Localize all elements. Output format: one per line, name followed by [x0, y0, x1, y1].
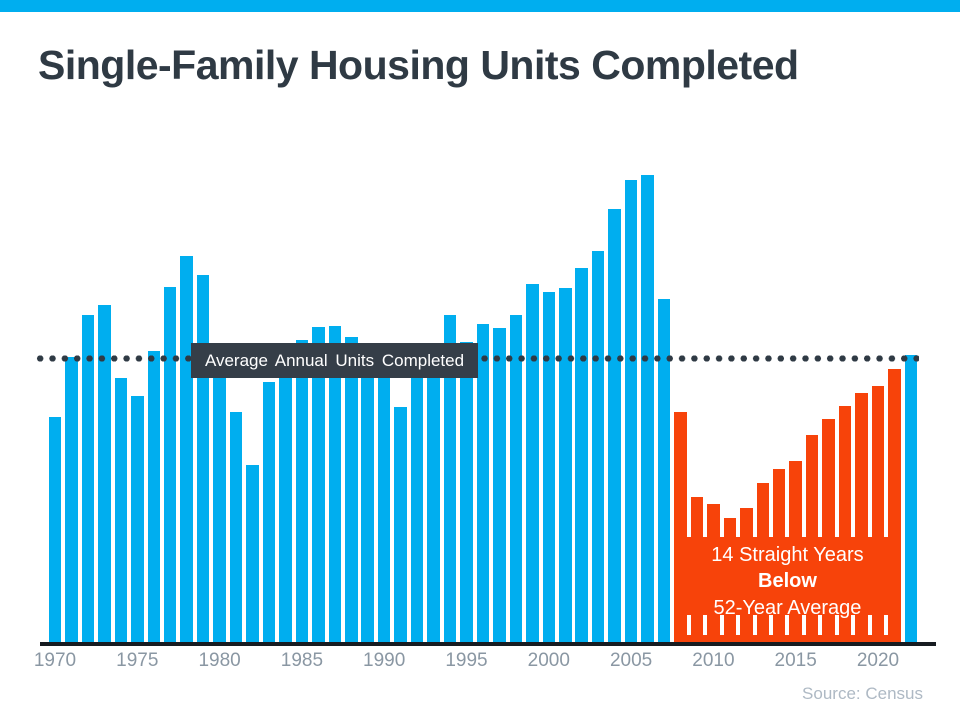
average-label-text: Average Annual Units Completed	[204, 350, 465, 370]
bar-2007	[657, 298, 671, 645]
bar-1973	[98, 304, 111, 645]
x-tick-label-2005: 2005	[609, 650, 653, 671]
source-note: Source: Census	[802, 684, 923, 703]
bar-gap-dash	[834, 615, 839, 635]
bar-1981	[229, 412, 243, 645]
x-tick-label-2015: 2015	[774, 650, 817, 671]
bar-1990	[377, 370, 391, 645]
x-tick-label-1990: 1990	[363, 650, 406, 671]
x-tick-label-1980: 1980	[198, 650, 241, 671]
average-label-box: Average Annual Units Completed	[191, 343, 478, 378]
bar-1986	[312, 326, 325, 645]
x-tick-label-1970: 1970	[33, 650, 77, 671]
bar-gap-dash	[768, 615, 773, 635]
callout-text: 14 Straight Years Below 52-Year Average	[674, 542, 900, 621]
bar-1977	[163, 287, 177, 645]
callout-line-1: 14 Straight Years	[711, 544, 864, 566]
bar-gap-dash	[719, 615, 724, 635]
bar-1994	[443, 315, 457, 645]
below-average-callout: 14 Straight Years Below 52-Year Average	[674, 537, 901, 643]
bar-2003	[591, 250, 605, 645]
top-banner	[0, 0, 960, 12]
bar-2000	[542, 291, 556, 645]
bar-1972	[81, 315, 95, 645]
bar-gap-dash	[736, 615, 741, 635]
bar-1988	[345, 336, 358, 645]
x-tick-label-1975: 1975	[116, 650, 159, 671]
bar-gap-dash	[884, 615, 889, 635]
x-tick-label-2020: 2020	[856, 650, 900, 671]
bar-1996	[476, 324, 490, 645]
bar-1979	[196, 275, 210, 645]
bar-2022	[904, 355, 918, 645]
page-title: Single-Family Housing Units Completed	[38, 42, 799, 88]
x-tick-label-2010: 2010	[692, 650, 735, 671]
bar-1980	[213, 372, 226, 645]
bar-1985	[295, 340, 309, 645]
bar-gap-dash	[703, 615, 708, 635]
bar-1987	[328, 325, 342, 645]
bar-2006	[641, 174, 654, 645]
bar-1997	[493, 327, 506, 645]
callout-line-3: 52-Year Average	[713, 596, 862, 619]
bar-gap-dash	[785, 615, 790, 635]
bar-1998	[509, 315, 523, 645]
bar-1991	[394, 406, 407, 645]
bar-1995	[460, 341, 473, 645]
bar-1999	[526, 283, 539, 645]
x-axis-line	[40, 641, 936, 646]
bar-1978	[180, 255, 193, 645]
bar-2005	[624, 179, 638, 645]
bar-1983	[262, 382, 276, 645]
bar-gap-dash	[686, 615, 691, 635]
bar-1984	[279, 353, 292, 645]
x-tick-label-1985: 1985	[280, 650, 324, 671]
bar-1976	[147, 351, 160, 645]
bar-1993	[427, 349, 440, 645]
bar-1974	[114, 377, 128, 645]
callout-line-2: Below	[758, 570, 817, 593]
bar-1982	[246, 465, 259, 645]
x-tick-label-2000: 2000	[527, 650, 570, 671]
bar-1971	[65, 356, 78, 645]
bar-gap-dash	[818, 615, 823, 635]
bar-1975	[131, 396, 144, 645]
bar-1970	[48, 416, 62, 645]
bar-gap-dash	[867, 615, 872, 635]
bar-gap-dash	[801, 615, 806, 635]
bar-2002	[575, 268, 588, 645]
bar-2004	[608, 209, 621, 645]
x-tick-label-1995: 1995	[445, 650, 488, 671]
bar-1992	[410, 370, 424, 645]
bar-gap-dash	[752, 615, 757, 635]
bar-2001	[559, 287, 572, 645]
bar-gap-dash	[851, 615, 856, 635]
bar-1989	[361, 353, 374, 645]
